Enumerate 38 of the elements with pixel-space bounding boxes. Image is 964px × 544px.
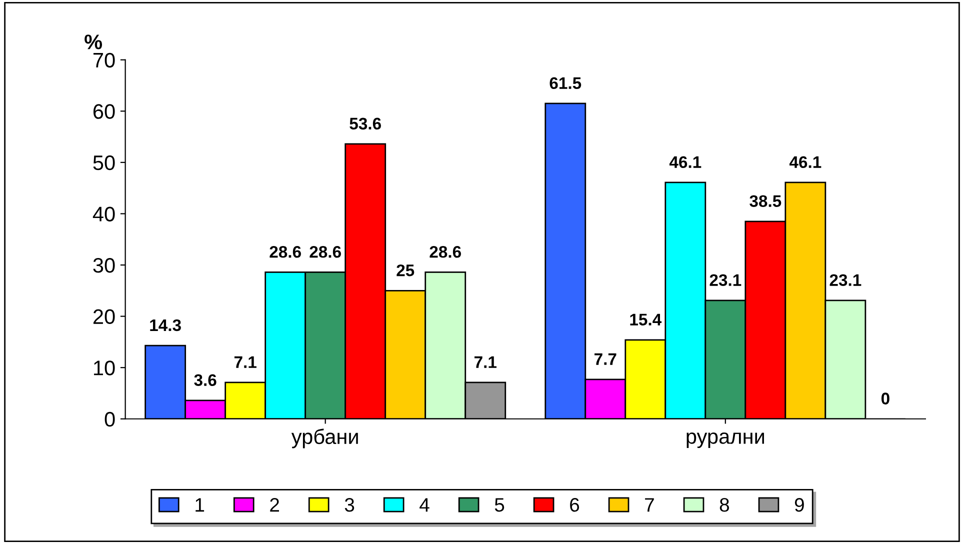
legend-label: 1 xyxy=(196,498,204,512)
data-label: 53.6 xyxy=(350,118,381,130)
data-label: 0 xyxy=(881,392,890,404)
data-label: 23.1 xyxy=(710,274,742,286)
y-axis-title: % xyxy=(84,34,102,50)
x-tick-label: урбани xyxy=(291,428,358,448)
data-label: 61.5 xyxy=(550,77,582,90)
y-tick-label: 20 xyxy=(93,309,115,324)
legend-label: 6 xyxy=(570,498,580,512)
data-label: 7.7 xyxy=(594,353,616,365)
y-tick-label: 50 xyxy=(93,155,115,170)
legend-label: 9 xyxy=(794,498,804,512)
data-label: 28.6 xyxy=(270,246,301,258)
y-tick-label: 70 xyxy=(93,52,115,68)
data-label: 46.1 xyxy=(669,156,702,168)
y-tick-label: 60 xyxy=(93,104,115,119)
x-tick-label: рурални xyxy=(686,432,764,448)
y-tick-label: 30 xyxy=(93,258,115,273)
legend-label: 3 xyxy=(344,498,354,512)
data-label: 7.1 xyxy=(474,356,496,368)
y-tick-label: 0 xyxy=(104,412,115,427)
legend-label: 4 xyxy=(420,498,430,512)
data-label: 3.6 xyxy=(194,374,216,386)
data-label: 15.4 xyxy=(630,314,662,326)
data-label: 25 xyxy=(396,264,414,276)
data-label: 46.1 xyxy=(789,156,822,168)
y-tick-label: 10 xyxy=(94,360,115,376)
data-label: 23.1 xyxy=(830,274,862,286)
legend-label: 8 xyxy=(720,498,729,512)
data-label: 7.1 xyxy=(234,356,256,368)
data-label: 28.6 xyxy=(430,246,461,258)
data-label: 38.5 xyxy=(750,195,782,208)
y-tick-label: 40 xyxy=(92,206,115,222)
legend-label: 5 xyxy=(494,498,504,512)
data-label: 14.3 xyxy=(150,319,181,332)
data-label: 28.6 xyxy=(310,246,341,258)
legend-label: 7 xyxy=(645,498,654,512)
legend-label: 2 xyxy=(270,498,279,512)
